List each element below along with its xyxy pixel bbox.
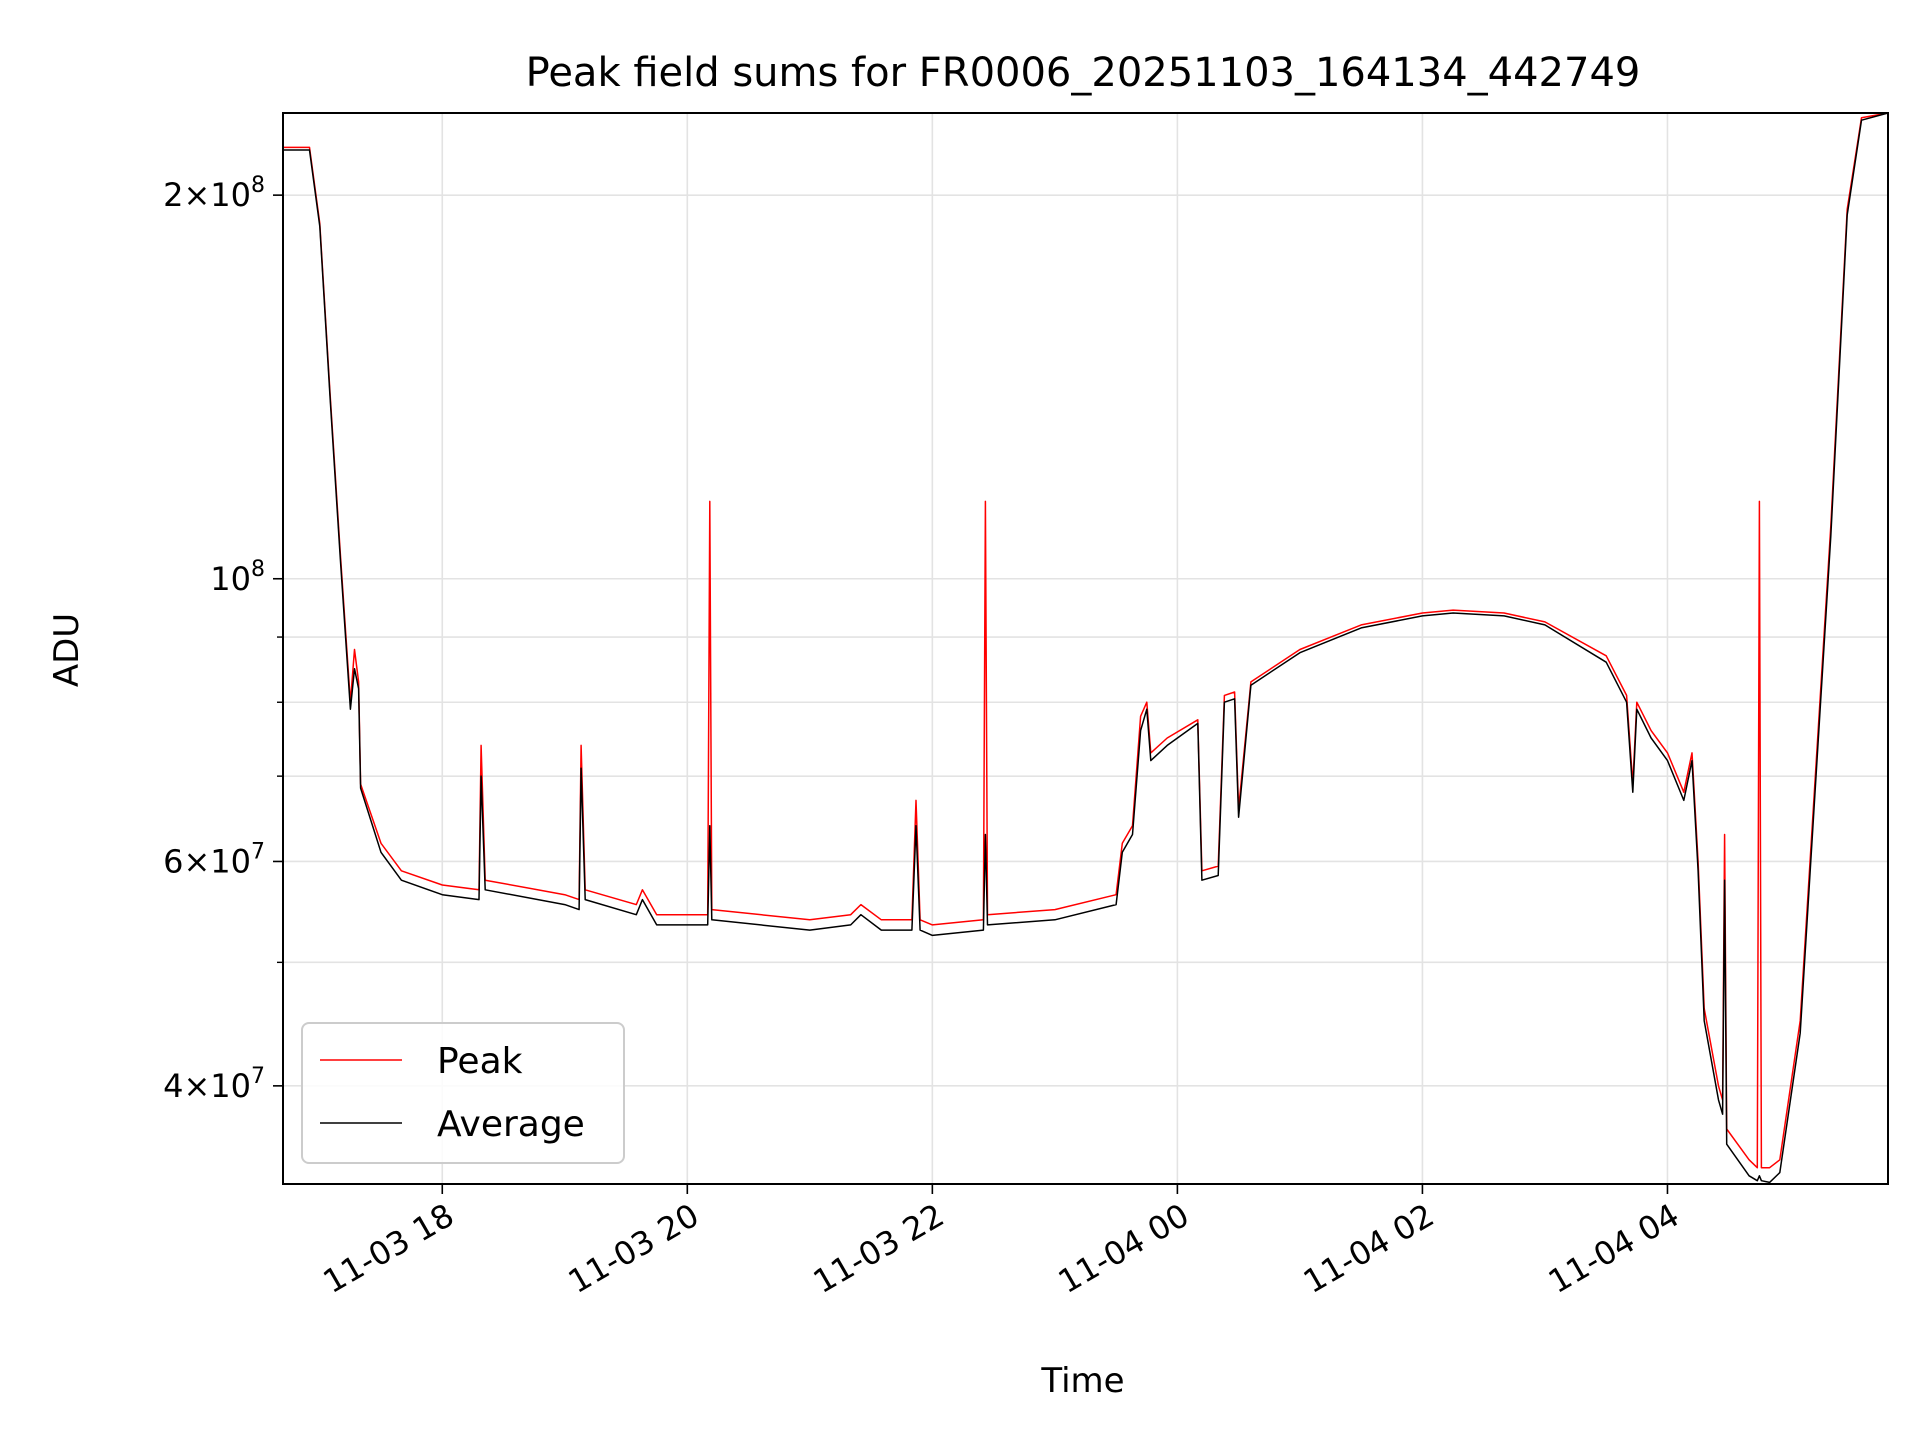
y-tick-label: 4×107 [163, 1064, 265, 1105]
legend-label-average: Average [437, 1104, 585, 1145]
legend-label-peak: Peak [437, 1041, 523, 1082]
chart-title: Peak field sums for FR0006_20251103_1641… [526, 50, 1641, 96]
legend-box [301, 1022, 625, 1164]
y-axis-label: ADU [47, 613, 87, 687]
legend: Peak Average [301, 1022, 625, 1164]
plot-frame [282, 112, 1889, 1185]
series-layer [283, 112, 1889, 1184]
y-tick-label: 108 [210, 557, 265, 598]
y-tick-label: 6×107 [163, 839, 265, 880]
grid [283, 113, 1888, 1184]
series-line-average [283, 112, 1889, 1184]
y-tick-label: 2×108 [163, 173, 265, 214]
x-axis-label: Time [1040, 1361, 1124, 1401]
